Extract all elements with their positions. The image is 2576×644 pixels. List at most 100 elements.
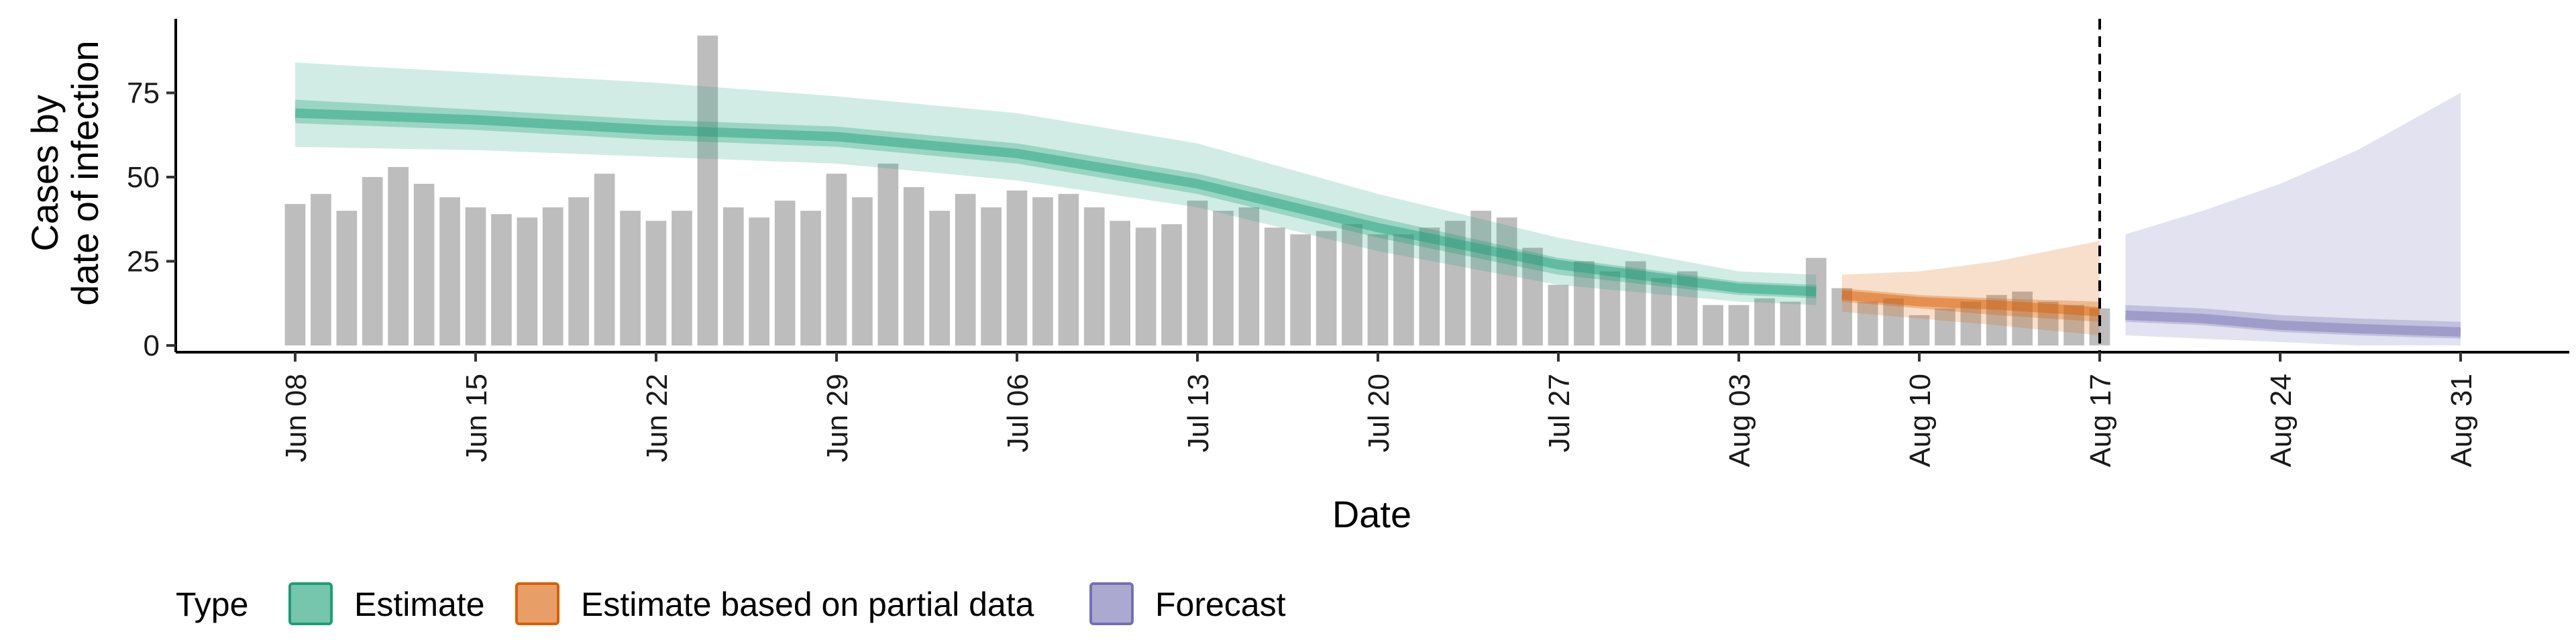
- x-tick-label: Jun 15: [460, 374, 493, 462]
- legend-swatch-forecast: [1089, 582, 1134, 625]
- legend-swatch-estimate: [288, 582, 333, 625]
- bar: [774, 201, 796, 345]
- y-tick-label: 25: [127, 245, 160, 278]
- x-tick-label: Aug 17: [2084, 374, 2117, 467]
- bar: [1238, 207, 1260, 345]
- bar: [852, 197, 873, 345]
- bar: [2063, 305, 2084, 345]
- bar: [568, 197, 589, 345]
- bar: [336, 211, 358, 345]
- bar: [800, 211, 821, 345]
- median-line-forecast: [2125, 310, 2461, 337]
- bar: [439, 197, 460, 345]
- bar: [311, 194, 331, 345]
- bar: [1651, 278, 1672, 345]
- y-tick-label: 0: [144, 329, 160, 362]
- bar: [1032, 197, 1053, 345]
- y-axis-title-line-1: Cases by: [23, 95, 66, 251]
- y-axis-title-line-2: date of infection: [64, 40, 106, 305]
- bar: [1548, 284, 1569, 345]
- bar: [2012, 291, 2033, 345]
- bar: [1909, 315, 1930, 345]
- bar: [955, 194, 976, 345]
- bars-layer: [284, 36, 2110, 345]
- band-outer-forecast: [2125, 93, 2461, 345]
- bar: [1444, 221, 1466, 345]
- bar: [981, 207, 1002, 345]
- bar: [465, 207, 486, 345]
- bar: [929, 211, 950, 345]
- x-tick-label: Aug 31: [2445, 374, 2478, 467]
- legend-title: Type: [176, 586, 248, 623]
- legend: Type Estimate Estimate based on partial …: [176, 582, 1286, 625]
- bar: [1367, 234, 1389, 345]
- bar: [1754, 298, 1775, 345]
- bar: [1857, 301, 1878, 345]
- x-tick-label: Jun 29: [821, 374, 854, 462]
- bar: [722, 207, 744, 345]
- bar: [620, 211, 641, 345]
- bar: [1703, 305, 1723, 345]
- bar: [1496, 217, 1517, 345]
- bar: [1599, 271, 1621, 345]
- median-line-estimate: [294, 108, 1817, 297]
- bar: [1960, 301, 1982, 345]
- bar: [1316, 231, 1337, 345]
- x-tick-label: Aug 03: [1723, 374, 1756, 467]
- bar: [1058, 194, 1079, 345]
- bar: [2037, 301, 2059, 345]
- bar: [594, 173, 615, 345]
- x-axis-title: Date: [1332, 493, 1411, 535]
- x-tick-label: Jul 20: [1362, 374, 1395, 452]
- bar: [645, 221, 667, 345]
- bar: [1342, 224, 1362, 345]
- bar: [1574, 261, 1595, 345]
- band-inner-estimate: [295, 99, 1817, 299]
- bar: [749, 217, 769, 345]
- bar: [1522, 248, 1543, 345]
- band-outer-estimate: [295, 62, 1817, 305]
- x-tick-label: Jun 22: [641, 374, 674, 462]
- x-tick-label: Jul 06: [1002, 374, 1034, 452]
- bar: [672, 211, 692, 345]
- median-line-estimate-based-on-partial-data: [1841, 290, 2100, 317]
- bar: [1470, 211, 1491, 345]
- bar: [826, 173, 847, 345]
- bar: [388, 166, 409, 345]
- legend-swatch-partial: [515, 582, 559, 625]
- x-tick-label: Aug 24: [2265, 374, 2298, 467]
- legend-item-estimate: Estimate: [288, 582, 485, 625]
- legend-label-estimate: Estimate: [354, 586, 485, 623]
- bar: [542, 207, 564, 345]
- bar: [903, 187, 924, 345]
- bar: [1883, 298, 1904, 345]
- bar: [1831, 288, 1852, 345]
- bar: [1986, 294, 2007, 345]
- bar: [1676, 271, 1698, 345]
- legend-label-forecast: Forecast: [1155, 586, 1286, 623]
- band-outer-estimate-based-on-partial-data: [1841, 241, 2100, 335]
- band-inner-estimate-based-on-partial-data: [1841, 288, 2100, 322]
- legend-label-partial: Estimate based on partial data: [581, 586, 1034, 623]
- legend-item-forecast: Forecast: [1089, 582, 1286, 625]
- x-tick-label: Jul 27: [1543, 374, 1576, 452]
- y-tick-label: 50: [127, 161, 160, 194]
- bar: [362, 176, 383, 345]
- bar: [1083, 207, 1105, 345]
- bar: [697, 36, 718, 345]
- bar: [1419, 227, 1440, 345]
- bar: [1780, 301, 1801, 345]
- bar: [877, 163, 899, 345]
- bar: [1728, 305, 1750, 345]
- bar: [413, 184, 435, 345]
- bar: [1625, 261, 1646, 345]
- bar: [1935, 308, 1955, 345]
- bar: [1135, 227, 1157, 345]
- x-tick-label: Jul 13: [1182, 374, 1215, 452]
- bar: [1213, 211, 1234, 345]
- band-inner-forecast: [2125, 305, 2461, 339]
- y-tick-label: 75: [127, 76, 160, 109]
- bar: [1805, 258, 1827, 345]
